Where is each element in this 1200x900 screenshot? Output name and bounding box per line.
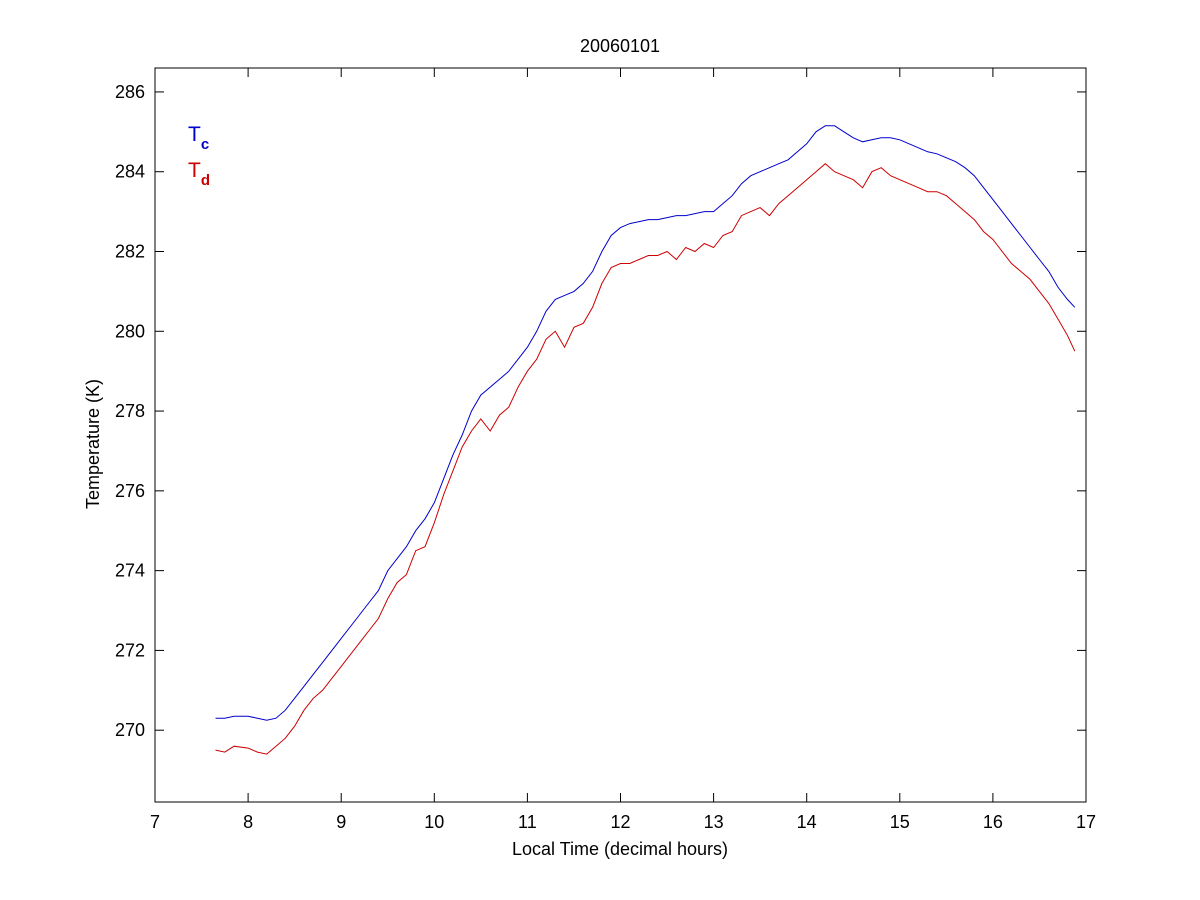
y-tick-label: 282 bbox=[115, 242, 145, 262]
x-tick-label: 13 bbox=[704, 812, 724, 832]
series-line-td bbox=[215, 163, 1076, 755]
x-tick-label: 8 bbox=[243, 812, 253, 832]
x-tick-label: 15 bbox=[890, 812, 910, 832]
x-tick-label: 11 bbox=[518, 812, 537, 832]
y-tick-label: 280 bbox=[115, 321, 145, 341]
x-tick-label: 16 bbox=[983, 812, 1003, 832]
y-tick-label: 286 bbox=[115, 82, 145, 102]
plot-area: 7 8 9 10 11 12 13 14 15 16 17 270 272 274 276 278 280 282… bbox=[115, 67, 1096, 832]
y-tick-label: 270 bbox=[115, 720, 145, 740]
y-tick-label: 274 bbox=[115, 561, 145, 581]
x-tick-label: 10 bbox=[424, 812, 444, 832]
y-tick-label: 276 bbox=[115, 481, 145, 501]
y-tick-label: 278 bbox=[115, 401, 145, 421]
y-tick-label: 272 bbox=[115, 640, 145, 660]
legend-subscript: d bbox=[201, 172, 210, 189]
x-tick-label: 14 bbox=[797, 812, 817, 832]
y-tick-label: 284 bbox=[115, 162, 145, 182]
series-line-tc bbox=[215, 125, 1076, 721]
x-tick-label: 7 bbox=[150, 812, 160, 832]
x-tick-label: 12 bbox=[610, 812, 630, 832]
x-axis-label: Local Time (decimal hours) bbox=[512, 839, 728, 859]
chart-title: 20060101 bbox=[580, 36, 660, 56]
legend-subscript: c bbox=[201, 136, 209, 153]
x-tick-label: 9 bbox=[336, 812, 346, 832]
y-axis-label: Temperature (K) bbox=[83, 379, 103, 509]
x-tick-label: 17 bbox=[1076, 812, 1096, 832]
